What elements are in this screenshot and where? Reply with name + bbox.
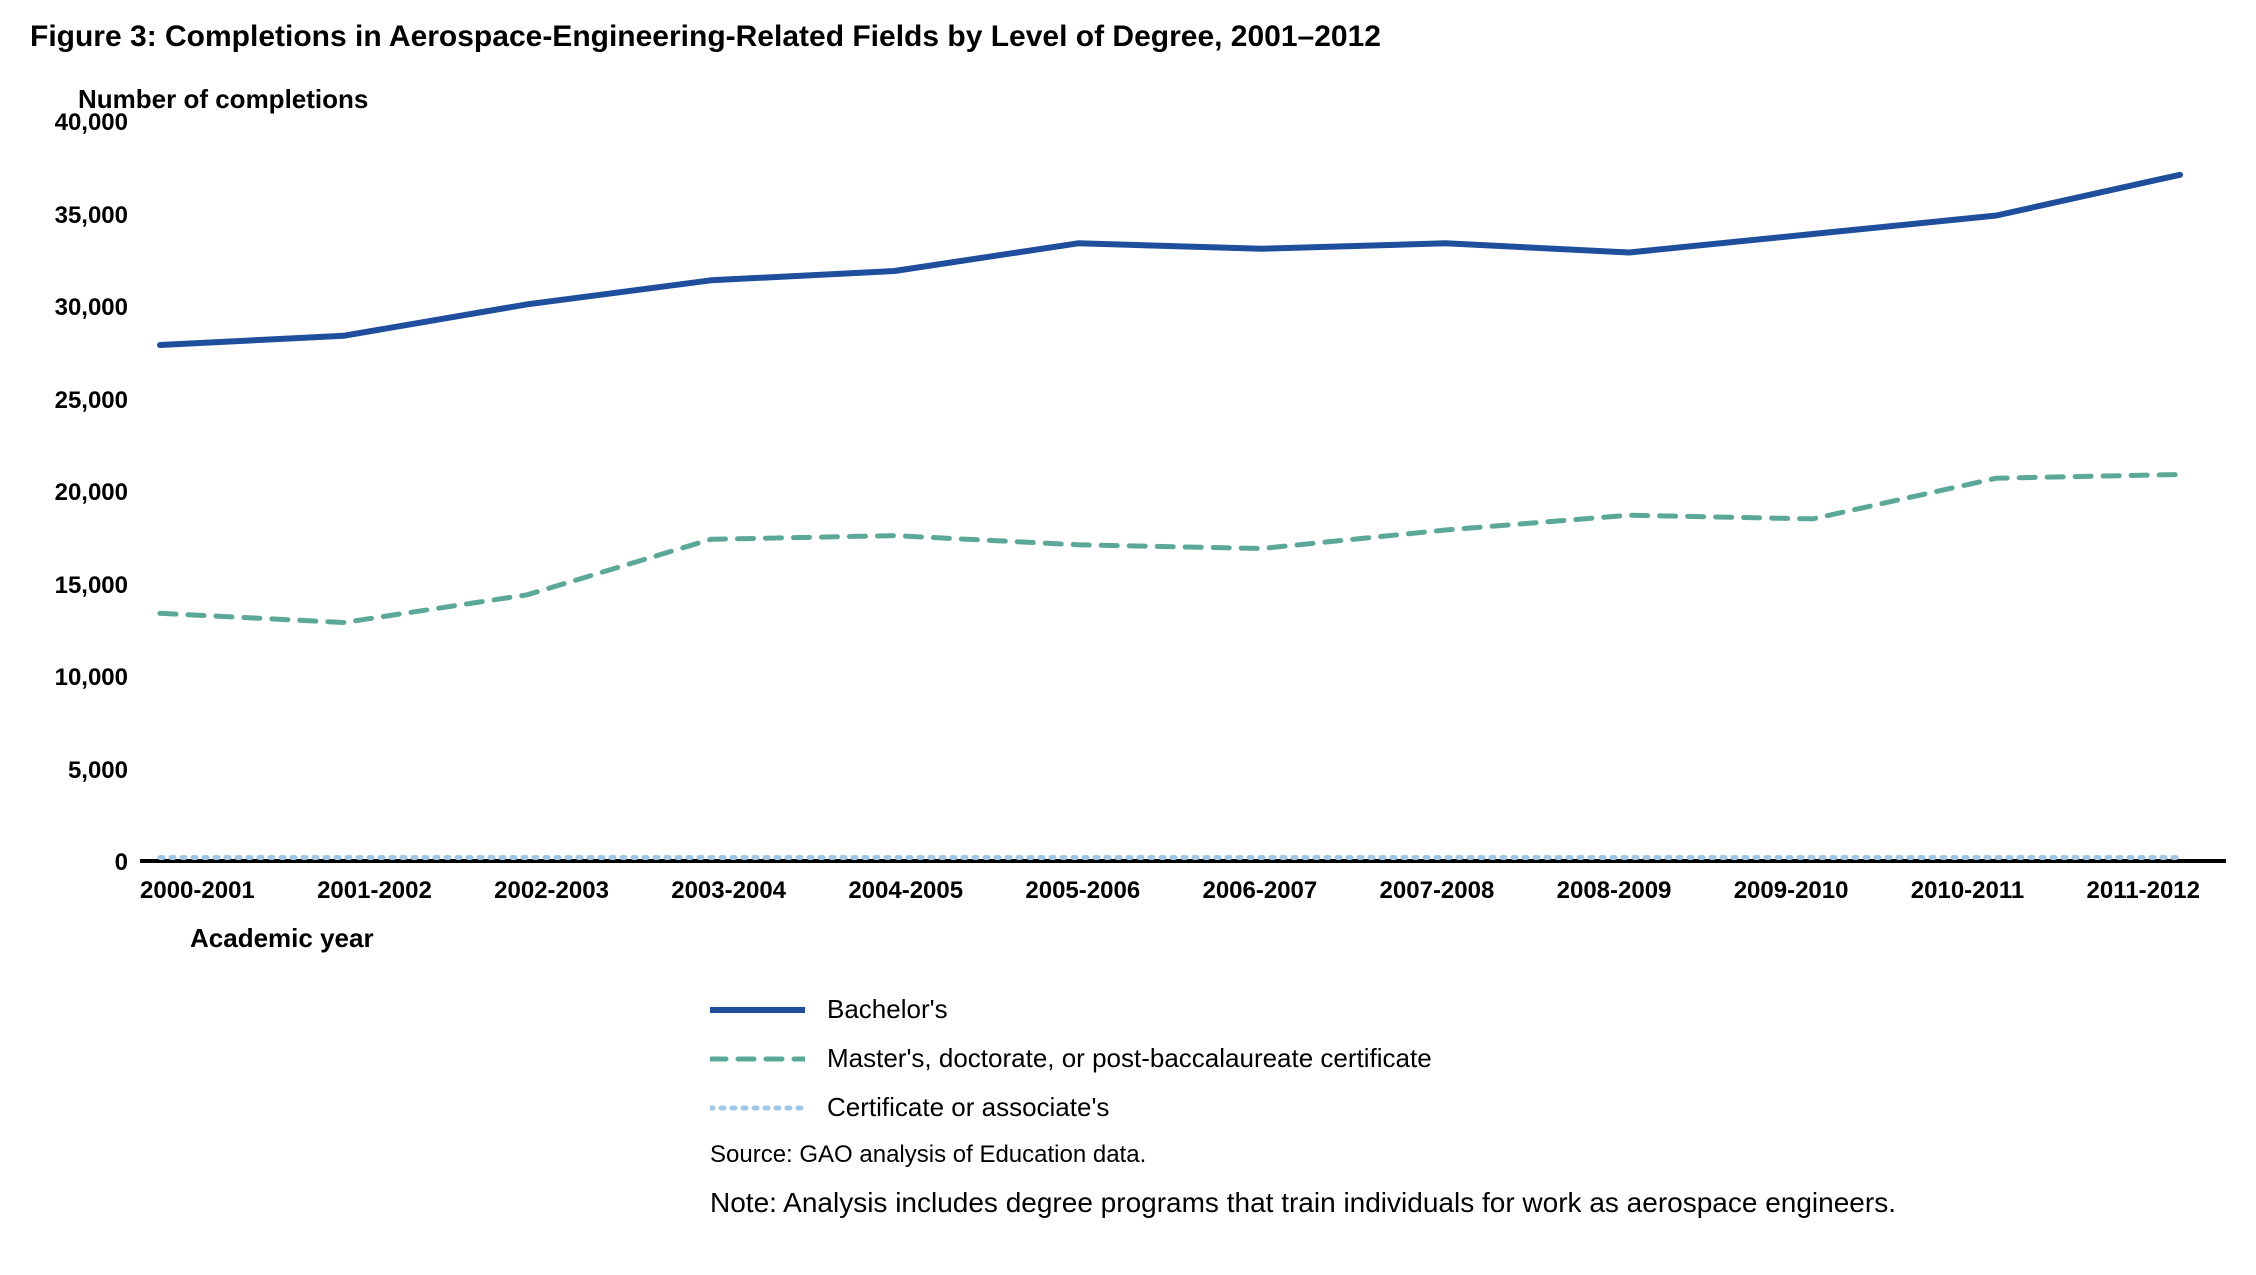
x-tick-label: 2010-2011 xyxy=(1911,877,2024,905)
x-axis-title: Academic year xyxy=(190,923,2226,954)
y-axis-title: Number of completions xyxy=(78,84,2226,115)
series-line-1 xyxy=(160,475,2180,623)
x-tick-label: 2003-2004 xyxy=(671,877,786,905)
legend-item: Certificate or associate's xyxy=(710,1092,2226,1123)
x-tick-label: 2011-2012 xyxy=(2087,877,2200,905)
source-text: Source: GAO analysis of Education data. xyxy=(710,1141,2226,1169)
legend: Bachelor's Master's, doctorate, or post-b… xyxy=(710,994,2226,1123)
line-chart-svg xyxy=(140,123,2200,863)
chart-container: 40,00035,00030,00025,00020,00015,00010,0… xyxy=(30,123,2226,954)
x-tick-label: 2006-2007 xyxy=(1202,877,1317,905)
legend-label: Master's, doctorate, or post-baccalaurea… xyxy=(827,1043,1432,1074)
legend-label: Bachelor's xyxy=(827,994,948,1025)
x-tick-label: 2009-2010 xyxy=(1734,877,1849,905)
legend-swatch xyxy=(710,998,805,1022)
x-tick-label: 2000-2001 xyxy=(140,877,255,905)
y-axis: 40,00035,00030,00025,00020,00015,00010,0… xyxy=(30,123,140,863)
x-tick-label: 2007-2008 xyxy=(1380,877,1495,905)
legend-item: Bachelor's xyxy=(710,994,2226,1025)
x-tick-label: 2001-2002 xyxy=(317,877,432,905)
figure-title: Figure 3: Completions in Aerospace-Engin… xyxy=(30,20,2226,54)
note-text: Note: Analysis includes degree programs … xyxy=(710,1187,2226,1219)
x-tick-label: 2004-2005 xyxy=(848,877,963,905)
x-tick-label: 2005-2006 xyxy=(1025,877,1140,905)
series-line-0 xyxy=(160,175,2180,345)
legend-swatch xyxy=(710,1096,805,1120)
x-tick-label: 2008-2009 xyxy=(1557,877,1672,905)
plot-area xyxy=(140,123,2226,863)
legend-item: Master's, doctorate, or post-baccalaurea… xyxy=(710,1043,2226,1074)
legend-label: Certificate or associate's xyxy=(827,1092,1109,1123)
x-axis: 2000-2001 2001-2002 2002-2003 2003-2004 2004… xyxy=(140,877,2200,905)
x-tick-label: 2002-2003 xyxy=(494,877,609,905)
legend-swatch xyxy=(710,1047,805,1071)
